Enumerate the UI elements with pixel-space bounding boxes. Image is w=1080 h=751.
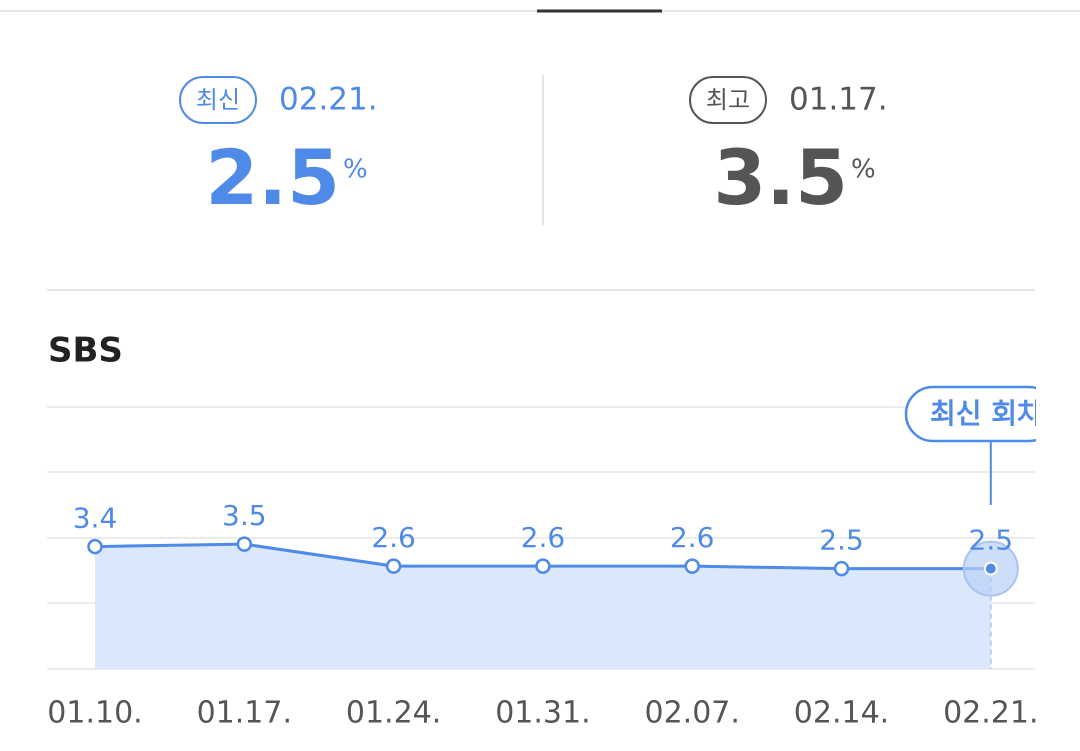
- point: [983, 561, 998, 576]
- unit: %: [851, 155, 876, 185]
- plot: 최신 회차 3.4 01.10. 3.5 01.17. 2.6 01.24. 2.6 01.31…: [47, 385, 1043, 731]
- x-tick-label: 01.31.: [495, 696, 590, 731]
- point: [385, 558, 402, 574]
- point: [833, 560, 850, 577]
- value-label: 2.6: [371, 521, 416, 554]
- point: [87, 538, 103, 555]
- date: 02.21.: [279, 82, 378, 118]
- badge: [689, 76, 767, 124]
- x-tick-label: 01.17.: [197, 696, 292, 731]
- x-tick-label: 02.14.: [794, 696, 889, 731]
- annotation-pill: [904, 385, 1036, 443]
- point: [535, 558, 551, 574]
- badge-text: 최신: [196, 86, 240, 114]
- value: 3.5: [713, 133, 848, 222]
- value-label: 3.5: [222, 499, 267, 532]
- x-tick-label: 01.10.: [47, 696, 142, 731]
- value-label: 2.5: [819, 524, 864, 557]
- area: [95, 544, 991, 669]
- badge-text: 최고: [706, 86, 750, 114]
- annotation: 최신 회차: [930, 397, 1043, 430]
- value: 2.5: [205, 133, 340, 222]
- x-tick-label: 02.21.: [943, 696, 1038, 731]
- value-label: 2.6: [670, 521, 715, 554]
- value-label: 2.6: [521, 521, 566, 554]
- x-tick-label: 01.24.: [346, 696, 441, 731]
- point: [684, 558, 700, 574]
- date: 01.17.: [789, 82, 888, 118]
- unit: %: [343, 155, 368, 185]
- badge: [179, 76, 257, 124]
- chart-title: SBS: [48, 331, 123, 371]
- value-label: 3.4: [73, 502, 118, 535]
- x-tick-label: 02.07.: [644, 696, 739, 731]
- value-label: 2.5: [969, 524, 1014, 557]
- point: [236, 536, 253, 552]
